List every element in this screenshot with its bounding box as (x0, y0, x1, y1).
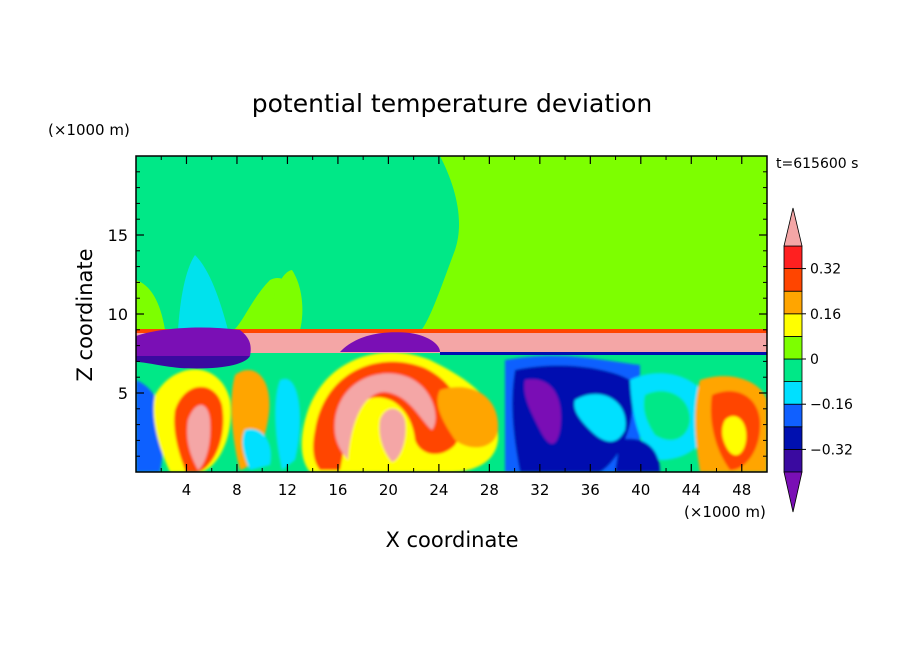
blob (574, 394, 626, 442)
colorbar: 0.32 0.16 0 −0.16 −0.32 (783, 207, 853, 513)
x-tick-label: 32 (530, 481, 549, 499)
colorbar-band (783, 426, 803, 450)
colorbar-tick-label: 0.32 (810, 262, 841, 278)
blob (275, 378, 300, 470)
blob (187, 405, 211, 470)
colorbar-band (783, 268, 803, 292)
colorbar-band (783, 335, 803, 360)
x-tick-label: 36 (581, 481, 600, 499)
colorbar-band (783, 290, 803, 315)
cold-pool (340, 332, 440, 352)
blob (524, 379, 561, 444)
x-axis-label: X coordinate (385, 528, 518, 552)
colorbar-tick-label: −0.32 (810, 442, 853, 458)
y-unit-label: (×1000 m) (48, 121, 130, 139)
time-label: t=615600 s (776, 156, 858, 172)
y-axis: 5 10 15 (108, 171, 767, 457)
y-tick-label: 15 (108, 226, 128, 245)
colorbar-under-triangle (783, 471, 803, 513)
blob (242, 429, 271, 470)
blob (334, 373, 436, 460)
x-tick-label: 20 (379, 481, 398, 499)
x-tick-label: 40 (631, 481, 650, 499)
colorbar-band (783, 313, 803, 337)
colorbar-tick-label: 0.16 (810, 307, 841, 323)
x-tick-label: 16 (328, 481, 347, 499)
plume-region (178, 255, 228, 330)
x-tick-label: 24 (429, 481, 448, 499)
plume-region (136, 280, 165, 332)
plume-region (268, 270, 303, 330)
plot-area (136, 156, 767, 472)
x-tick-label: 28 (480, 481, 499, 499)
cold-pool (136, 327, 251, 356)
colorbar-tick-label: −0.16 (810, 397, 853, 413)
x-tick-label: 12 (278, 481, 297, 499)
blob (615, 438, 660, 472)
y-tick-label: 10 (108, 305, 128, 324)
x-axis: 4 8 12 16 20 24 28 32 36 40 44 48 (160, 156, 751, 499)
colorbar-over-triangle (783, 207, 803, 247)
x-tick-label: 4 (182, 481, 192, 499)
inversion-base (440, 352, 767, 355)
y-tick-label: 5 (118, 384, 128, 403)
colorbar-band (783, 381, 803, 405)
colorbar-band (783, 358, 803, 383)
colorbar-band (783, 448, 803, 473)
blob (437, 386, 499, 448)
blob (722, 416, 747, 456)
plume-region (136, 156, 460, 332)
x-tick-label: 44 (682, 481, 701, 499)
blob (643, 391, 690, 440)
x-tick-label: 48 (732, 481, 751, 499)
colorbar-band (783, 403, 803, 428)
chart-title: potential temperature deviation (252, 89, 652, 118)
colorbar-tick-label: 0 (810, 352, 819, 368)
x-tick-label: 8 (232, 481, 242, 499)
colorbar-band (783, 245, 803, 270)
blob (379, 408, 406, 462)
turbulence-blobs (136, 352, 767, 472)
inversion-band (136, 333, 767, 353)
inversion-band (136, 329, 767, 333)
cold-pool (136, 356, 250, 369)
y-axis-label: Z coordinate (73, 248, 97, 381)
x-unit-label: (×1000 m) (684, 503, 766, 521)
